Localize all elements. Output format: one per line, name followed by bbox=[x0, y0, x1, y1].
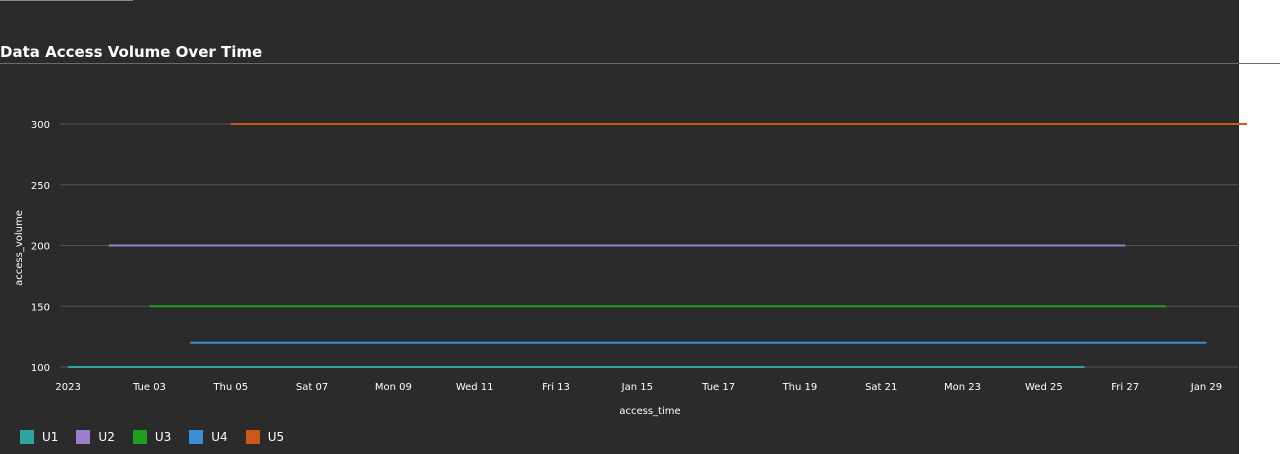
x-tick-label: Wed 25 bbox=[1025, 382, 1063, 393]
chart-legend: U1 U2 U3 U4 U5 bbox=[20, 430, 284, 444]
chart-panel: Data Access Volume Over Time bbox=[0, 0, 1239, 454]
y-tick-label: 150 bbox=[31, 302, 50, 313]
x-tick-label: 2023 bbox=[55, 382, 80, 393]
y-tick-label: 250 bbox=[31, 181, 50, 192]
x-tick-label: Sat 07 bbox=[296, 382, 328, 393]
x-tick-label: Fri 13 bbox=[542, 382, 570, 393]
y-axis-ticks: 100 150 200 250 300 bbox=[31, 120, 50, 374]
legend-swatch bbox=[76, 430, 91, 444]
y-tick-label: 100 bbox=[31, 363, 50, 374]
y-axis-label: access_volume bbox=[14, 210, 25, 286]
y-tick-label: 300 bbox=[31, 120, 50, 131]
x-tick-label: Mon 09 bbox=[375, 382, 412, 393]
x-axis-ticks: 2023 Tue 03 Thu 05 Sat 07 Mon 09 Wed 11 Fri 13… bbox=[55, 382, 1222, 393]
legend-label: U4 bbox=[211, 430, 228, 444]
top-tab-indicator bbox=[0, 0, 133, 1]
x-tick-label: Thu 05 bbox=[212, 382, 248, 393]
x-tick-label: Thu 19 bbox=[782, 382, 818, 393]
legend-label: U3 bbox=[154, 430, 172, 444]
chart-title: Data Access Volume Over Time bbox=[0, 43, 263, 61]
x-tick-label: Jan 15 bbox=[621, 382, 653, 393]
x-tick-label: Sat 21 bbox=[865, 382, 897, 393]
legend-label: U1 bbox=[42, 430, 59, 444]
title-divider bbox=[0, 63, 1280, 64]
x-axis-label: access_time bbox=[619, 406, 680, 417]
legend-item-u3[interactable]: U3 bbox=[132, 430, 172, 444]
legend-item-u5[interactable]: U5 bbox=[245, 430, 285, 444]
legend-item-u4[interactable]: U4 bbox=[189, 430, 228, 444]
x-tick-label: Tue 17 bbox=[701, 382, 735, 393]
x-tick-label: Jan 29 bbox=[1190, 382, 1222, 393]
legend-swatch bbox=[132, 430, 147, 444]
legend-item-u2[interactable]: U2 bbox=[76, 430, 115, 444]
legend-label: U5 bbox=[267, 430, 285, 444]
legend-swatch bbox=[189, 430, 204, 444]
x-tick-label: Tue 03 bbox=[132, 382, 166, 393]
y-tick-label: 200 bbox=[31, 242, 50, 253]
x-tick-label: Wed 11 bbox=[456, 382, 494, 393]
series-lines bbox=[68, 123, 1248, 368]
x-tick-label: Mon 23 bbox=[944, 382, 981, 393]
legend-swatch bbox=[20, 430, 34, 444]
x-tick-label: Fri 27 bbox=[1111, 382, 1139, 393]
legend-label: U2 bbox=[98, 430, 115, 444]
legend-item-u1[interactable]: U1 bbox=[20, 430, 58, 444]
legend-swatch bbox=[245, 430, 260, 444]
